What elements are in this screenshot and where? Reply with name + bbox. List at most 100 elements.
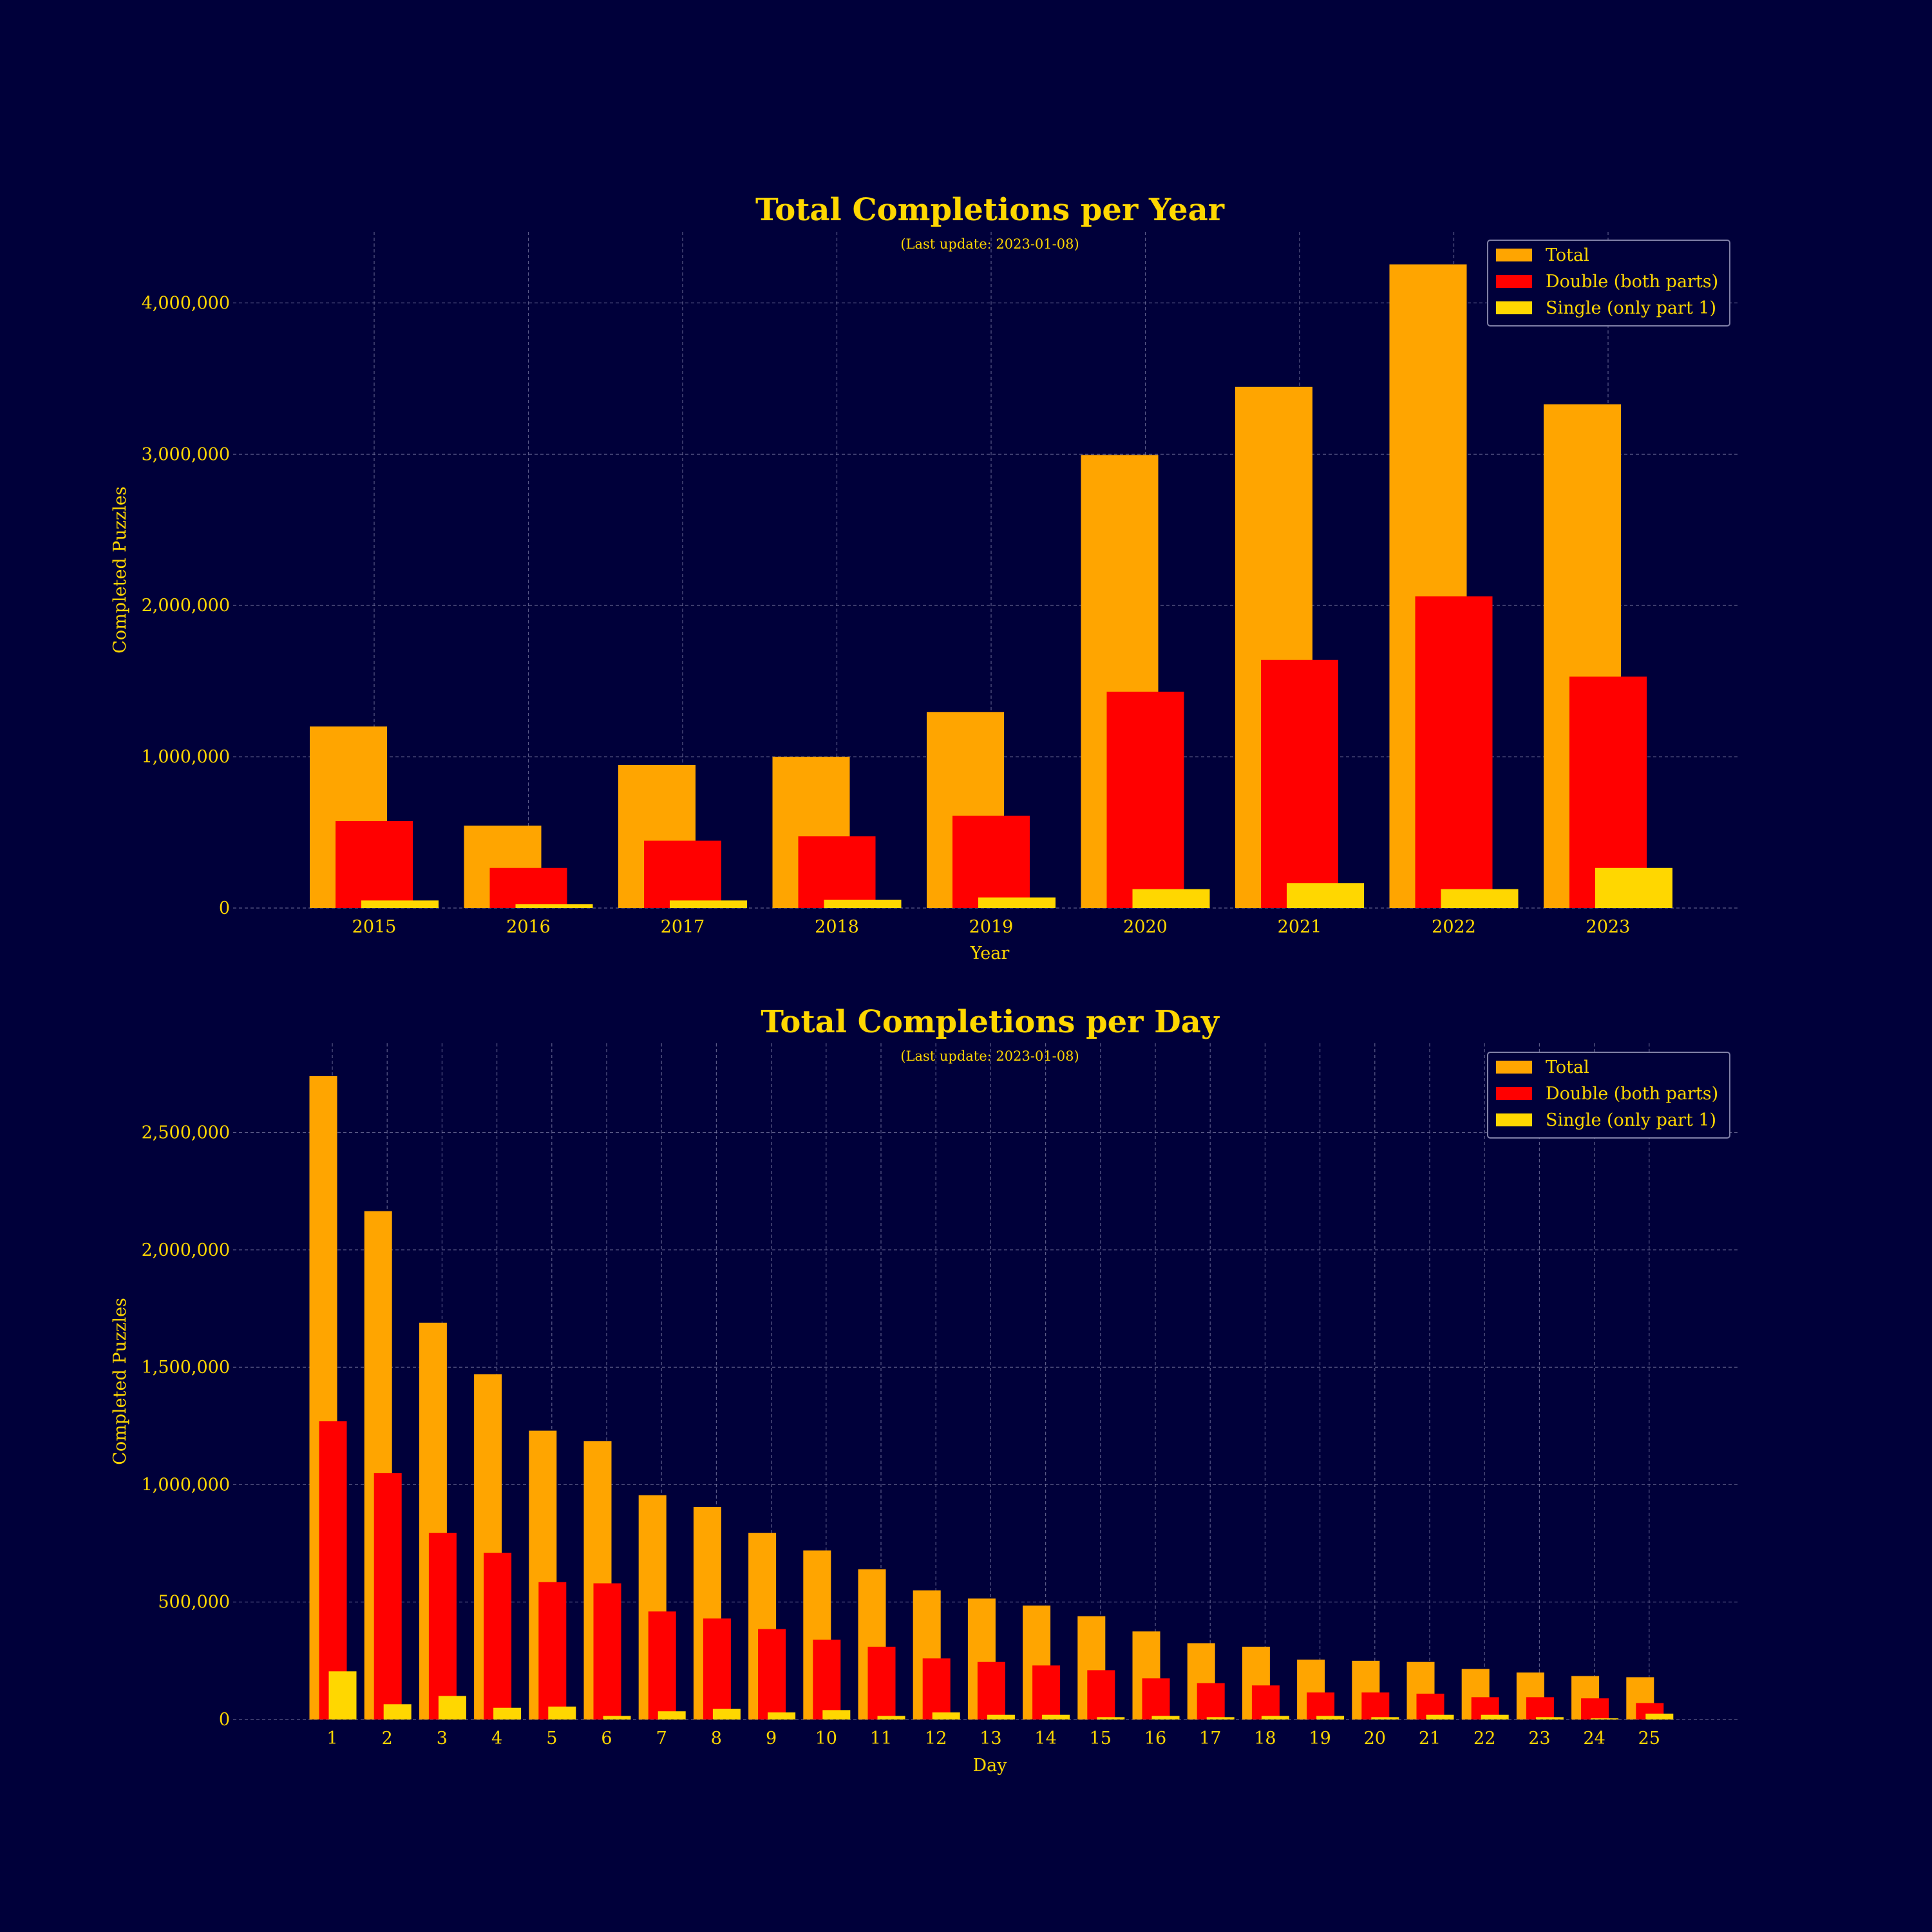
day-bar-double-14 — [1032, 1665, 1061, 1719]
legend-label-double: Double (both parts) — [1546, 272, 1718, 292]
legend-swatch-total — [1496, 249, 1532, 261]
day-chart-subtitle: (Last update: 2023-01-08) — [900, 1048, 1079, 1064]
day-chart-grid — [233, 1043, 1739, 1720]
legend-label-double: Double (both parts) — [1546, 1084, 1718, 1104]
year-chart-x-tick-label: 2018 — [815, 917, 859, 937]
day-bar-single-14 — [1042, 1714, 1070, 1719]
day-chart-x-tick-label: 9 — [766, 1728, 777, 1748]
year-chart-bars — [310, 264, 1672, 908]
day-bar-double-18 — [1251, 1685, 1280, 1719]
day-chart-y-tick-label: 0 — [219, 1710, 230, 1730]
legend-swatch-double — [1496, 275, 1532, 288]
day-bar-double-17 — [1197, 1683, 1225, 1719]
day-chart-x-tick-label: 8 — [711, 1728, 722, 1748]
year-chart-x-axis-label: Year — [970, 943, 1010, 963]
day-chart-y-tick-label: 1,000,000 — [142, 1475, 230, 1495]
day-bar-double-13 — [977, 1662, 1005, 1719]
day-chart-x-tick-label: 4 — [491, 1728, 502, 1748]
year-chart-x-tick-label: 2021 — [1278, 917, 1322, 937]
year-chart-x-ticks: 2015 2016 2017 2018 2019 2020 2021 2022 2023 — [352, 917, 1631, 937]
day-bar-double-16 — [1142, 1678, 1170, 1719]
year-chart-subtitle: (Last update: 2023-01-08) — [900, 236, 1079, 252]
legend-swatch-single — [1496, 301, 1532, 314]
legend-label-total: Total — [1546, 1057, 1589, 1077]
day-bar-single-1 — [328, 1671, 357, 1719]
day-bar-single-19 — [1316, 1716, 1345, 1719]
day-bar-single-10 — [822, 1710, 851, 1719]
year-chart-y-ticks: 0 1,000,000 2,000,000 3,000,000 4,000,000 — [142, 293, 230, 918]
day-chart-x-tick-label: 11 — [870, 1728, 892, 1748]
day-bar-single-16 — [1151, 1716, 1180, 1719]
year-chart-y-tick-label: 1,000,000 — [142, 747, 230, 767]
day-bar-single-7 — [658, 1711, 686, 1719]
day-chart-title: Total Completions per Day — [761, 1004, 1220, 1040]
day-bar-single-2 — [383, 1704, 412, 1719]
day-chart-legend: Total Double (both parts) Single (only p… — [1487, 1052, 1730, 1139]
year-chart-x-tick-label: 2015 — [352, 917, 397, 937]
legend-label-total: Total — [1546, 245, 1589, 265]
day-chart-x-tick-label: 16 — [1144, 1728, 1166, 1748]
day-chart-x-tick-label: 5 — [546, 1728, 557, 1748]
day-chart-y-tick-label: 500,000 — [158, 1593, 230, 1613]
day-bar-single-13 — [987, 1714, 1015, 1719]
day-chart-y-tick-label: 2,500,000 — [142, 1123, 230, 1143]
day-chart-x-tick-label: 1 — [327, 1728, 337, 1748]
day-chart-x-tick-label: 14 — [1034, 1728, 1056, 1748]
day-bar-double-3 — [428, 1533, 457, 1719]
legend-frame — [1487, 1052, 1730, 1139]
year-bar-double-2018 — [798, 836, 876, 908]
day-bar-single-6 — [603, 1716, 631, 1719]
year-chart-y-tick-label: 4,000,000 — [142, 293, 230, 313]
day-bar-single-8 — [712, 1709, 741, 1719]
day-chart-x-tick-label: 25 — [1638, 1728, 1660, 1748]
day-bar-single-22 — [1481, 1714, 1509, 1719]
year-chart-title: Total Completions per Year — [755, 192, 1225, 228]
legend-label-single: Single (only part 1) — [1546, 1110, 1716, 1130]
day-chart-x-tick-label: 22 — [1473, 1728, 1495, 1748]
day-chart-x-tick-label: 15 — [1090, 1728, 1112, 1748]
day-bar-double-15 — [1087, 1670, 1115, 1719]
day-bar-double-1 — [319, 1421, 347, 1719]
year-bar-single-2019 — [978, 897, 1056, 908]
day-bar-single-15 — [1097, 1717, 1125, 1719]
year-bar-single-2023 — [1595, 867, 1672, 908]
day-bar-double-24 — [1581, 1698, 1609, 1719]
year-chart-panel: 2015 2016 2017 2018 2019 2020 2021 2022 2023 0 1,… — [110, 192, 1739, 963]
legend-frame — [1487, 240, 1730, 327]
year-bar-single-2016 — [515, 904, 593, 908]
day-chart-x-ticks: 1 2 3 4 5 6 7 8 9 10 11 12 13 14 15 16 17 18 19 20 21 22 23 24 2… — [327, 1728, 1660, 1748]
year-bar-double-2022 — [1415, 596, 1493, 908]
day-bar-double-10 — [813, 1640, 841, 1719]
day-bar-single-17 — [1206, 1717, 1235, 1719]
year-chart-x-tick-label: 2020 — [1123, 917, 1168, 937]
day-chart-bars — [309, 1076, 1674, 1719]
day-chart-x-axis-label: Day — [973, 1756, 1008, 1776]
day-chart-y-tick-label: 1,500,000 — [142, 1358, 230, 1378]
day-chart-x-tick-label: 21 — [1419, 1728, 1441, 1748]
day-chart-x-tick-label: 12 — [925, 1728, 947, 1748]
day-bar-double-9 — [758, 1629, 786, 1719]
year-bar-double-2017 — [644, 840, 721, 908]
day-bar-double-20 — [1361, 1692, 1390, 1719]
year-bar-single-2021 — [1287, 883, 1364, 908]
day-bar-single-20 — [1371, 1717, 1399, 1719]
year-chart-y-axis-label: Completed Puzzles — [110, 486, 130, 654]
day-bar-double-7 — [648, 1611, 676, 1719]
day-bar-single-3 — [438, 1696, 466, 1719]
day-bar-double-2 — [374, 1473, 402, 1719]
year-chart-x-tick-label: 2016 — [506, 917, 551, 937]
year-bar-double-2015 — [336, 820, 413, 908]
day-chart-x-tick-label: 19 — [1309, 1728, 1331, 1748]
year-chart-x-tick-label: 2019 — [969, 917, 1014, 937]
year-bar-single-2015 — [361, 900, 439, 908]
day-chart-x-tick-label: 17 — [1199, 1728, 1221, 1748]
year-bar-double-2016 — [489, 867, 567, 908]
day-bar-double-12 — [922, 1658, 951, 1719]
day-chart-x-tick-label: 18 — [1254, 1728, 1276, 1748]
day-bar-double-4 — [484, 1553, 512, 1719]
legend-label-single: Single (only part 1) — [1546, 298, 1716, 318]
year-chart-x-tick-label: 2017 — [661, 917, 705, 937]
day-chart-x-tick-label: 20 — [1364, 1728, 1386, 1748]
day-chart-x-tick-label: 10 — [815, 1728, 837, 1748]
year-bar-single-2017 — [670, 900, 747, 908]
